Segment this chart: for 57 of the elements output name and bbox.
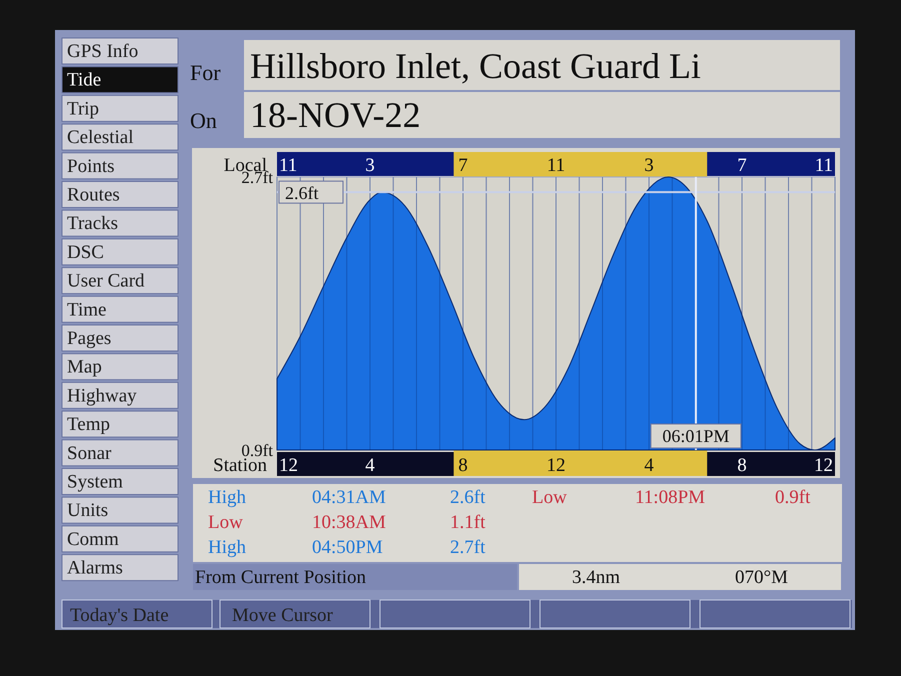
- text: High: [208, 537, 246, 558]
- x2-tick-label: 3: [365, 155, 375, 176]
- text: Sonar: [67, 442, 112, 464]
- x-axis-title: Station: [213, 455, 268, 476]
- text: Alarms: [67, 558, 123, 579]
- x-tick-label: 12: [279, 455, 298, 476]
- text: Celestial: [67, 127, 134, 148]
- text: 10:38AM: [312, 512, 386, 533]
- text: 1.1ft: [450, 512, 486, 533]
- text: GPS Info: [67, 41, 138, 62]
- x-tick-label: 12: [546, 455, 566, 476]
- ref-line-label: 2.6ft: [285, 183, 318, 204]
- text: Time: [67, 299, 106, 320]
- x-tick-label: 12: [814, 455, 833, 476]
- text: DSC: [67, 242, 104, 263]
- x-tick-label: 8: [737, 455, 747, 476]
- text: For: [190, 60, 222, 85]
- x2-tick-label: 11: [546, 155, 566, 176]
- chart-subtitle: 18-NOV-22: [250, 95, 421, 135]
- x2-tick-label: 11: [814, 155, 833, 176]
- x2-tick-label: 3: [644, 155, 654, 176]
- text: Map: [67, 356, 102, 378]
- x-tick-label: 4: [644, 455, 654, 476]
- text: Tide: [67, 70, 102, 91]
- text: On: [190, 108, 217, 133]
- chart-title: Hillsboro Inlet, Coast Guard Li: [250, 46, 701, 86]
- text: Points: [67, 156, 115, 177]
- x2-tick-label: 7: [737, 155, 747, 176]
- text: Low: [532, 487, 568, 508]
- text: 3.4nm: [572, 567, 620, 588]
- text: Comm: [67, 528, 119, 550]
- text: 2.7ft: [450, 537, 486, 558]
- ref-line-label: 06:01PM: [662, 426, 730, 446]
- text: Trip: [67, 98, 100, 120]
- text: User Card: [67, 270, 146, 292]
- text: 2.6ft: [450, 487, 486, 508]
- text: Low: [208, 512, 244, 533]
- x2-tick-label: 7: [458, 155, 468, 176]
- x2-tick-label: 11: [279, 155, 298, 176]
- text: 04:31AM: [312, 487, 386, 508]
- text: System: [67, 472, 124, 492]
- text: 04:50PM: [312, 537, 383, 558]
- text: Highway: [67, 385, 138, 406]
- x-tick-label: 4: [365, 455, 376, 476]
- text: From Current Position: [195, 567, 367, 588]
- text: 11:08PM: [635, 487, 706, 508]
- text: Tracks: [67, 213, 118, 234]
- x-tick-label: 8: [458, 455, 468, 476]
- text: 070°M: [735, 567, 788, 588]
- text: 0.9ft: [775, 487, 812, 508]
- text: Routes: [67, 184, 120, 206]
- text: Move Cursor: [232, 605, 334, 626]
- text: Units: [67, 500, 108, 522]
- text: Today's Date: [70, 605, 169, 626]
- text: High: [208, 487, 246, 508]
- text: Pages: [67, 328, 112, 349]
- text: Temp: [67, 414, 110, 436]
